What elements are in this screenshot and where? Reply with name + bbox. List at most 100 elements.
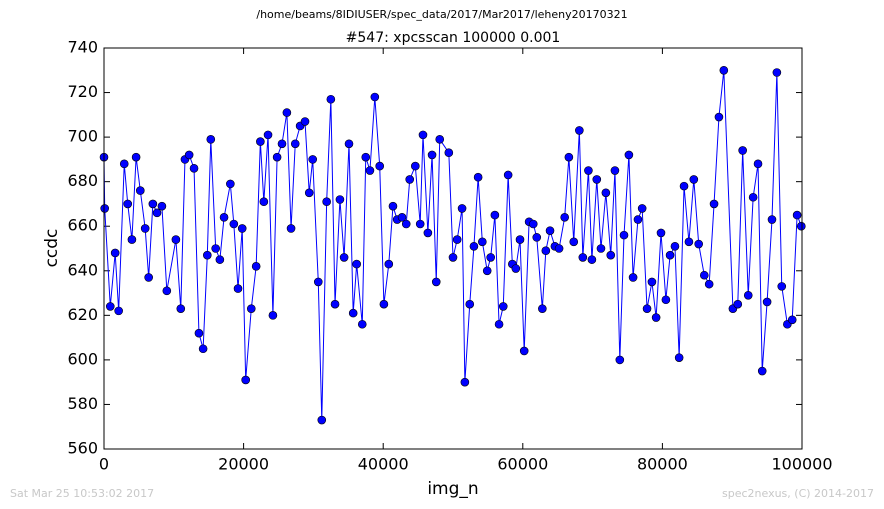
data-point [194, 328, 204, 338]
data-point [490, 210, 500, 220]
data-point [206, 135, 216, 144]
data-point [211, 244, 220, 253]
data-point [704, 279, 714, 289]
data-point [519, 346, 529, 356]
data-point [444, 148, 454, 158]
data-point [162, 286, 172, 296]
data-point [656, 228, 666, 238]
x-axis-label: img_n [427, 479, 478, 499]
data-point [361, 152, 371, 162]
data-point [384, 259, 394, 269]
data-point [286, 224, 296, 233]
data-point [787, 315, 797, 325]
data-point [465, 299, 475, 309]
data-point [628, 273, 638, 282]
timestamp: Sat Mar 25 10:53:02 2017 [10, 487, 154, 500]
data-line [103, 70, 802, 421]
data-point [457, 204, 467, 213]
data-point [460, 377, 470, 387]
data-point [189, 164, 199, 173]
y-tick-label: 660 [67, 216, 98, 235]
y-tick-label: 720 [67, 82, 98, 101]
data-point [110, 248, 120, 258]
data-point [714, 112, 724, 122]
data-point [503, 170, 513, 180]
data-point [743, 290, 753, 300]
data-point [762, 297, 772, 307]
data-point [105, 302, 115, 311]
data-point [198, 344, 208, 354]
data-point [637, 204, 647, 213]
data-point [431, 277, 441, 287]
data-point [335, 195, 345, 204]
data-point [326, 94, 336, 104]
x-tick-label: 60000 [497, 455, 548, 474]
data-point [229, 219, 239, 229]
data-point [538, 304, 547, 313]
y-axis-label: ccdc [42, 229, 62, 268]
data-point [596, 244, 606, 253]
data-point [215, 255, 225, 264]
data-point [379, 299, 389, 309]
data-point [251, 262, 261, 271]
data-point [401, 219, 411, 229]
data-point [478, 237, 487, 247]
plot-frame [103, 47, 803, 450]
data-point [610, 166, 620, 175]
data-point [171, 235, 181, 244]
data-point [486, 253, 495, 262]
data-point [405, 175, 415, 184]
data-point [679, 181, 689, 191]
data-point [375, 161, 385, 171]
data-point [388, 201, 398, 211]
data-point [290, 139, 300, 149]
data-point [797, 221, 806, 231]
data-point [219, 213, 229, 222]
data-point [694, 239, 703, 249]
data-point [633, 215, 643, 224]
data-point [127, 235, 137, 244]
data-point [322, 197, 331, 207]
x-tick-label: 40000 [358, 455, 409, 474]
data-point [365, 166, 375, 175]
data-point [304, 188, 314, 198]
data-point [541, 246, 551, 256]
data-point [772, 68, 782, 77]
data-point [237, 224, 247, 233]
data-point [575, 126, 584, 135]
data-point [448, 253, 458, 262]
credit: spec2nexus, (C) 2014-2017 [722, 487, 874, 500]
data-point [601, 188, 611, 198]
data-point [738, 146, 747, 155]
data-point [792, 210, 802, 220]
data-point [348, 308, 358, 318]
data-point [651, 313, 661, 322]
data-point [733, 299, 743, 309]
data-point [469, 241, 479, 251]
y-tick-label: 560 [67, 439, 98, 458]
data-point [689, 175, 699, 184]
data-point [494, 319, 504, 329]
data-point [647, 277, 657, 287]
chart-title: #547: xpcsscan 100000 0.001 [346, 30, 561, 46]
data-point [665, 250, 675, 260]
data-point [624, 150, 634, 160]
data-point [144, 273, 153, 282]
data-point [415, 219, 425, 229]
data-point [100, 204, 109, 213]
data-point [233, 284, 243, 293]
y-tick-label: 600 [67, 349, 98, 368]
data-point [157, 201, 167, 211]
data-point [642, 304, 652, 313]
data-point [313, 277, 323, 287]
data-point [748, 192, 758, 202]
data-point [300, 117, 310, 126]
data-point [203, 250, 212, 260]
data-point [246, 304, 256, 313]
data-point [352, 259, 361, 269]
y-tick-label: 640 [67, 260, 98, 279]
data-point [370, 92, 380, 102]
x-tick-label: 100000 [771, 455, 832, 474]
data-point [511, 264, 521, 273]
